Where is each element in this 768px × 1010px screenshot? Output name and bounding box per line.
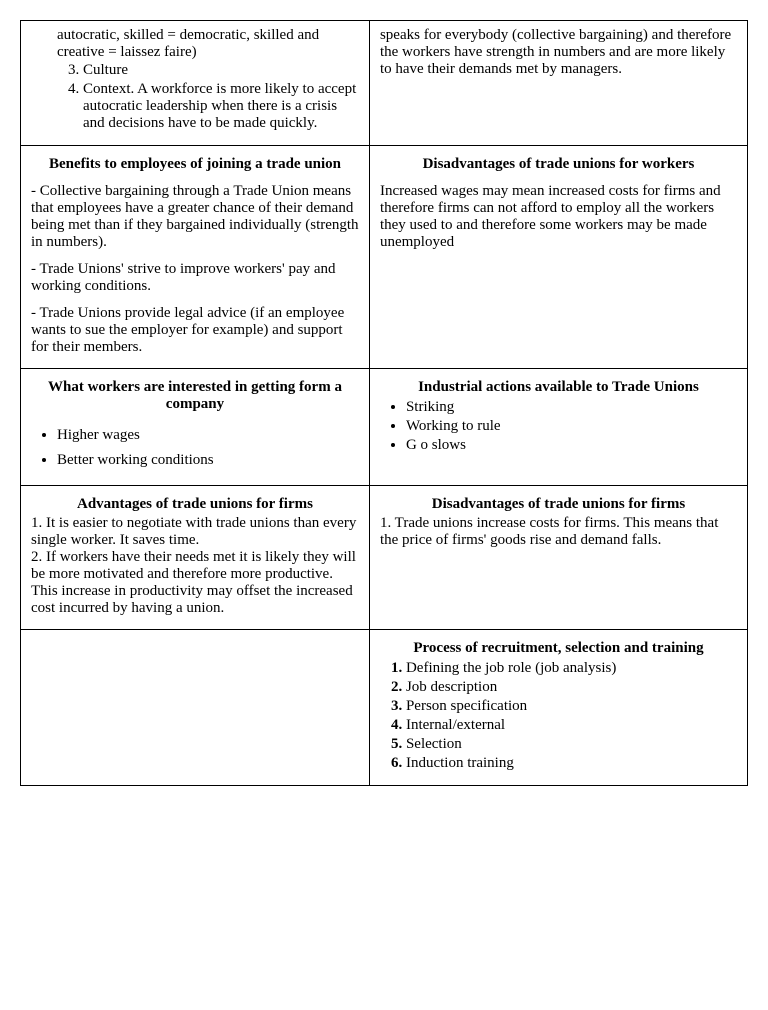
bullet-list: Striking Working to rule G o slows bbox=[406, 398, 737, 455]
cell-leadership-styles: autocratic, skilled = democratic, skille… bbox=[21, 21, 370, 146]
body-text: Increased wages may mean increased costs… bbox=[380, 183, 737, 251]
body-text: 2. If workers have their needs met it is… bbox=[31, 549, 359, 617]
cell-empty bbox=[21, 630, 370, 786]
cell-disadvantages-workers: Disadvantages of trade unions for worker… bbox=[369, 146, 747, 369]
list-item: G o slows bbox=[406, 436, 737, 455]
body-text: 1. Trade unions increase costs for firms… bbox=[380, 515, 737, 549]
list-item: Selection bbox=[406, 735, 737, 754]
bullet-list: Higher wages Better working conditions bbox=[57, 423, 359, 473]
list-item: Higher wages bbox=[57, 423, 359, 448]
list-item: Induction training bbox=[406, 754, 737, 773]
cell-heading: What workers are interested in getting f… bbox=[31, 379, 359, 413]
cell-heading: Process of recruitment, selection and tr… bbox=[380, 640, 737, 657]
cell-industrial-actions: Industrial actions available to Trade Un… bbox=[369, 369, 747, 486]
body-text: - Collective bargaining through a Trade … bbox=[31, 183, 359, 251]
list-item: Working to rule bbox=[406, 417, 737, 436]
cell-heading: Advantages of trade unions for firms bbox=[31, 496, 359, 513]
list-item: Internal/external bbox=[406, 716, 737, 735]
cell-disadvantages-firms: Disadvantages of trade unions for firms … bbox=[369, 486, 747, 630]
table-row: Benefits to employees of joining a trade… bbox=[21, 146, 748, 369]
cell-advantages-firms: Advantages of trade unions for firms 1. … bbox=[21, 486, 370, 630]
body-text: 1. It is easier to negotiate with trade … bbox=[31, 515, 359, 549]
body-text: - Trade Unions provide legal advice (if … bbox=[31, 305, 359, 356]
cell-heading: Benefits to employees of joining a trade… bbox=[31, 156, 359, 173]
list-item: Defining the job role (job analysis) bbox=[406, 659, 737, 678]
body-text: - Trade Unions' strive to improve worker… bbox=[31, 261, 359, 295]
table-row: Process of recruitment, selection and tr… bbox=[21, 630, 748, 786]
list-item: Striking bbox=[406, 398, 737, 417]
cell-heading: Disadvantages of trade unions for worker… bbox=[380, 156, 737, 173]
list-item: Better working conditions bbox=[57, 448, 359, 473]
list-item-continuation: autocratic, skilled = democratic, skille… bbox=[57, 27, 359, 61]
table-row: Advantages of trade unions for firms 1. … bbox=[21, 486, 748, 630]
cell-collective-bargaining: speaks for everybody (collective bargain… bbox=[369, 21, 747, 146]
cell-worker-interests: What workers are interested in getting f… bbox=[21, 369, 370, 486]
list-item: Culture bbox=[83, 61, 359, 80]
cell-recruitment-process: Process of recruitment, selection and tr… bbox=[369, 630, 747, 786]
cell-heading: Disadvantages of trade unions for firms bbox=[380, 496, 737, 513]
ordered-list: Culture Context. A workforce is more lik… bbox=[83, 61, 359, 133]
list-item: Context. A workforce is more likely to a… bbox=[83, 80, 359, 133]
list-item: Job description bbox=[406, 678, 737, 697]
ordered-list: Defining the job role (job analysis) Job… bbox=[406, 659, 737, 773]
study-table: autocratic, skilled = democratic, skille… bbox=[20, 20, 748, 786]
body-text: speaks for everybody (collective bargain… bbox=[380, 27, 737, 78]
table-row: autocratic, skilled = democratic, skille… bbox=[21, 21, 748, 146]
table-row: What workers are interested in getting f… bbox=[21, 369, 748, 486]
cell-benefits-employees: Benefits to employees of joining a trade… bbox=[21, 146, 370, 369]
cell-heading: Industrial actions available to Trade Un… bbox=[380, 379, 737, 396]
list-item: Person specification bbox=[406, 697, 737, 716]
